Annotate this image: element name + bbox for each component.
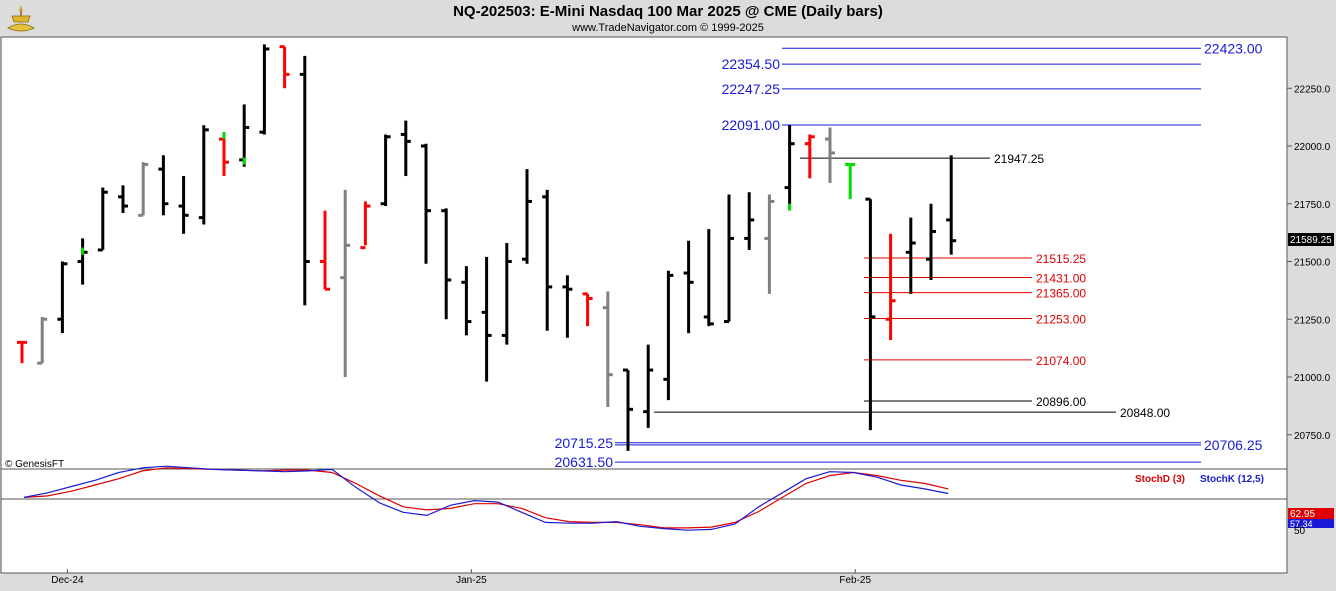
ohlc-bar [946,155,957,255]
price-tick-label: 22000.0 [1294,142,1331,153]
price-tick-label: 21000.0 [1294,373,1331,384]
stoch-d-legend: StochD (3) [1135,474,1185,485]
ohlc-bar [360,201,371,250]
level-label: 21515.25 [1036,252,1086,266]
genesis-logo-icon [7,5,35,32]
ohlc-bar [259,44,270,135]
stoch-panel [0,468,1288,574]
ohlc-bar [865,197,876,431]
ohlc-bar [77,238,88,285]
ohlc-bar [905,217,916,294]
chart-subtitle: www.TradeNavigator.com © 1999-2025 [572,22,764,34]
level-label: 20706.25 [1204,437,1263,453]
plot-frames [0,36,1288,574]
ohlc-bar [37,316,48,365]
ohlc-bar [481,256,492,382]
ohlc-bar [845,162,856,200]
ohlc-bar [138,162,149,217]
ohlc-bar [643,344,654,428]
ohlc-bar [198,125,209,225]
time-tick-label: Feb-25 [839,575,871,586]
ohlc-bars [17,44,957,451]
chart-title: NQ-202503: E-Mini Nasdaq 100 Mar 2025 @ … [453,3,883,20]
ohlc-bar [804,134,815,179]
stoch-tick-50: 50 [1294,526,1306,537]
ohlc-bar [421,143,431,264]
ohlc-bar [926,203,936,280]
time-axis: Dec-24 Jan-25 Feb-25 [51,569,871,586]
ohlc-bar [441,208,452,320]
ohlc-bar [461,266,472,336]
ohlc-bar [724,194,734,324]
ohlc-bar [340,189,351,377]
ohlc-bar [118,185,128,213]
stoch-k-line [23,465,949,531]
ohlc-bar [522,169,532,264]
ohlc-bar [380,134,391,207]
ohlc-bar [299,55,310,306]
level-label: 20715.25 [555,435,614,451]
level-label: 21431.00 [1036,271,1086,285]
stoch-k-value: 57.34 [1290,519,1313,529]
price-tick-label: 22250.0 [1294,84,1331,95]
ohlc-bar [57,261,68,334]
ohlc-bar [663,270,674,401]
ohlc-bar [703,229,714,327]
watermark: © GenesisFT [5,459,64,470]
price-panel [0,36,1288,470]
ohlc-bar [602,291,613,408]
level-lines: 22423.00 22354.50 22247.25 22091.00 21947.25… [555,40,1263,470]
price-tick-label: 21250.0 [1294,315,1331,326]
ohlc-bar [744,192,755,250]
stoch-d-value: 62.95 [1290,509,1315,520]
time-tick-label: Jan-25 [456,575,487,586]
stoch-k-value-box [1288,519,1334,528]
ohlc-bar [784,125,795,211]
price-tick-label: 21750.0 [1294,200,1331,211]
price-axis-ticks: 20750.0 21000.0 21250.0 21500.0 21750.0 22000… [1287,84,1331,442]
ohlc-bar [582,292,593,327]
level-label: 21253.00 [1036,313,1086,327]
stochastic-lines [23,465,949,531]
level-label: 21947.25 [994,152,1044,166]
last-price-box [1288,233,1334,246]
ohlc-bar [501,243,512,345]
level-label: 20631.50 [555,454,614,470]
level-label: 20848.00 [1120,406,1170,420]
ohlc-bar [764,194,775,294]
level-label: 20896.00 [1036,395,1086,409]
level-label: 22423.00 [1204,40,1263,56]
ohlc-bar [885,233,896,341]
ohlc-bar [623,368,633,451]
ohlc-bar [683,240,694,334]
ohlc-bar [279,45,290,89]
stoch-d-value-box [1288,508,1334,519]
ohlc-bar [542,189,553,331]
price-tick-label: 20750.0 [1294,431,1331,442]
ohlc-bar [97,187,108,252]
time-tick-label: Dec-24 [51,575,84,586]
last-price-label: 21589.25 [1290,235,1332,246]
ohlc-bar [562,275,573,338]
ohlc-bar [219,132,229,177]
ohlc-bar [320,210,330,291]
ohlc-bar [17,340,27,364]
ohlc-bar [178,176,189,234]
ohlc-bar [825,127,835,183]
level-label: 22354.50 [722,56,781,72]
ohlc-bar [158,155,169,216]
level-label: 22091.00 [722,117,781,133]
level-label: 22247.25 [722,81,781,97]
stoch-d-line [23,467,949,529]
ohlc-bar [239,104,250,167]
ohlc-bar [400,120,411,177]
level-label: 21074.00 [1036,354,1086,368]
stoch-k-legend: StochK (12,5) [1200,474,1264,485]
level-label: 21365.00 [1036,287,1086,301]
price-tick-label: 21500.0 [1294,258,1331,269]
